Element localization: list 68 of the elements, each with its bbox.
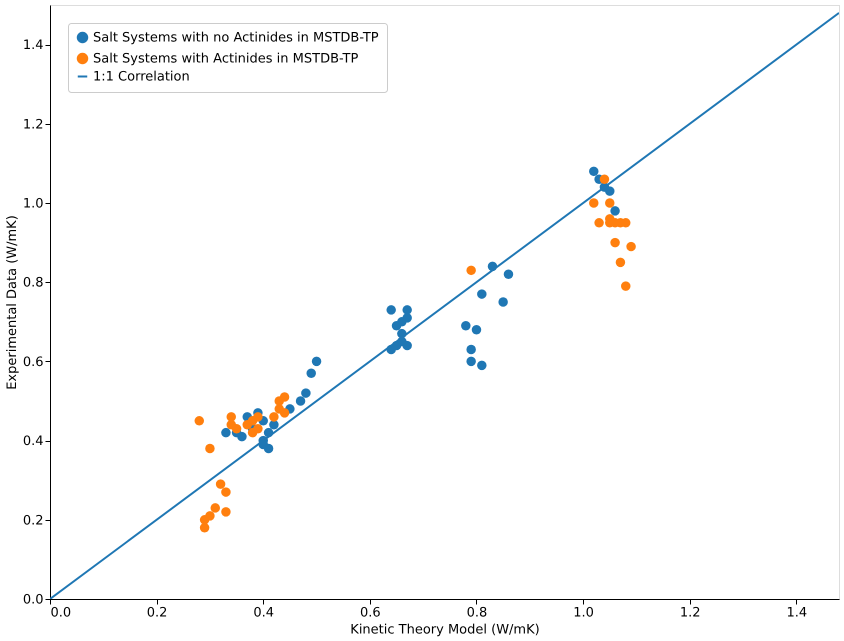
point — [269, 420, 279, 430]
point — [605, 198, 615, 208]
point — [589, 166, 599, 176]
y-tick-label: 1.4 — [22, 38, 44, 54]
point — [226, 412, 236, 422]
point — [296, 396, 306, 406]
point — [610, 206, 620, 216]
x-tick-label: 0.0 — [50, 606, 72, 620]
point — [306, 368, 316, 378]
x-tick-label: 0.6 — [360, 606, 381, 620]
point — [626, 242, 636, 252]
legend-label: Salt Systems with Actinides in MSTDB-TP — [93, 52, 358, 66]
legend-label: Salt Systems with no Actinides in MSTDB-TP — [93, 30, 379, 46]
point — [221, 428, 231, 438]
x-tick-label: 1.4 — [786, 606, 808, 620]
point — [466, 344, 476, 354]
legend-label: 1:1 Correlation — [93, 70, 190, 84]
point — [589, 198, 599, 208]
point — [264, 444, 274, 454]
point — [221, 507, 231, 517]
point — [466, 266, 476, 276]
point — [232, 424, 242, 434]
point — [210, 503, 220, 513]
point — [397, 317, 407, 327]
point — [216, 479, 226, 489]
point — [504, 270, 514, 280]
point — [194, 416, 204, 426]
point — [200, 522, 210, 532]
point — [600, 174, 610, 184]
x-tick-label: 1.2 — [680, 606, 701, 620]
y-tick-label: 1.2 — [22, 117, 44, 132]
point — [301, 388, 311, 398]
point — [242, 420, 252, 430]
point — [466, 356, 476, 366]
point — [594, 218, 604, 228]
point — [477, 360, 487, 370]
x-tick-label: 1.0 — [573, 606, 594, 620]
y-tick-label: 0.6 — [22, 354, 44, 370]
point — [205, 444, 215, 454]
y-tick-label: 0.0 — [22, 592, 44, 608]
point — [386, 305, 396, 315]
point — [237, 432, 247, 442]
point — [253, 412, 263, 422]
point — [402, 305, 412, 315]
x-tick-label: 0.4 — [253, 606, 274, 620]
x-axis-title: Kinetic Theory Model (W/mK) — [350, 622, 540, 638]
point — [461, 321, 471, 330]
y-axis-title: Experimental Data (W/mK) — [4, 215, 20, 390]
y-tick-label: 1.0 — [22, 196, 44, 212]
x-tick-label: 0.8 — [466, 606, 488, 620]
x-tick-label: 0.2 — [146, 606, 168, 620]
point — [312, 356, 322, 366]
point — [269, 412, 279, 422]
point — [221, 487, 231, 497]
point — [402, 340, 412, 350]
point — [498, 297, 508, 307]
y-tick-label: 0.2 — [22, 513, 44, 528]
point — [472, 324, 482, 334]
point — [280, 392, 290, 402]
point — [621, 281, 630, 291]
y-tick-label: 0.4 — [22, 434, 44, 450]
point — [205, 511, 215, 521]
point — [253, 424, 263, 434]
y-tick-label: 0.8 — [22, 276, 44, 291]
point — [280, 408, 290, 418]
point — [477, 289, 487, 299]
point — [610, 238, 620, 248]
point — [616, 258, 626, 268]
